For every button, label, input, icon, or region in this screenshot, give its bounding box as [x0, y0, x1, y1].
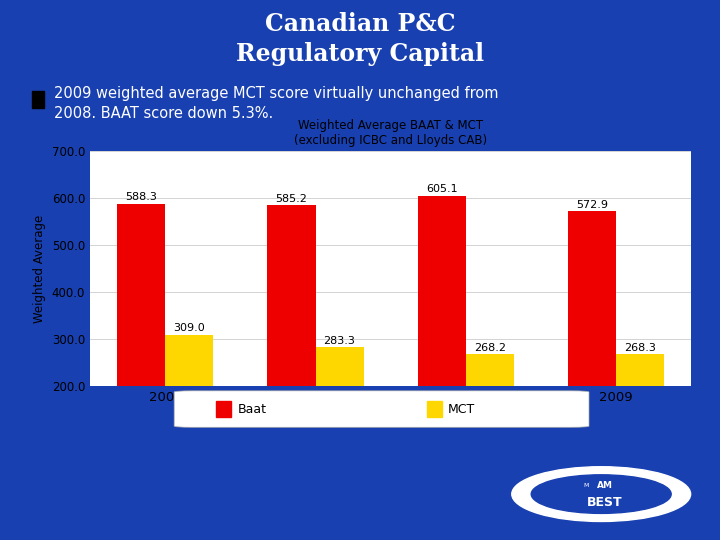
Ellipse shape	[531, 475, 671, 514]
Bar	[616, 354, 664, 480]
Title: Weighted Average BAAT & MCT
(excluding ICBC and Lloyds CAB): Weighted Average BAAT & MCT (excluding I…	[294, 119, 487, 147]
Text: Canadian P&C
Regulatory Capital: Canadian P&C Regulatory Capital	[236, 12, 484, 66]
Bar	[418, 196, 466, 480]
FancyBboxPatch shape	[174, 391, 589, 427]
Bar	[568, 211, 616, 480]
X-axis label: Year: Year	[377, 409, 405, 422]
Text: BEST: BEST	[588, 496, 623, 509]
Text: MCT: MCT	[448, 402, 475, 416]
Bar	[427, 401, 441, 417]
Bar	[117, 204, 166, 480]
Bar	[32, 91, 44, 108]
Text: 2009 weighted average MCT score virtually unchanged from
2008. BAAT score down 5: 2009 weighted average MCT score virtuall…	[55, 86, 499, 121]
Bar	[166, 335, 213, 480]
Text: M: M	[583, 483, 588, 488]
Text: 283.3: 283.3	[323, 335, 356, 346]
Text: AM: AM	[597, 481, 613, 490]
Ellipse shape	[512, 467, 690, 522]
Bar	[466, 354, 514, 480]
Text: 605.1: 605.1	[426, 184, 457, 194]
Text: 309.0: 309.0	[174, 323, 205, 334]
Text: 268.2: 268.2	[474, 343, 505, 353]
Text: 585.2: 585.2	[276, 194, 307, 204]
Bar	[267, 205, 315, 480]
Text: 572.9: 572.9	[576, 199, 608, 210]
Text: 588.3: 588.3	[125, 192, 157, 202]
Y-axis label: Weighted Average: Weighted Average	[33, 214, 46, 323]
Text: Baat: Baat	[238, 402, 266, 416]
Bar	[216, 401, 231, 417]
Text: 268.3: 268.3	[624, 342, 656, 353]
Bar	[315, 347, 364, 480]
